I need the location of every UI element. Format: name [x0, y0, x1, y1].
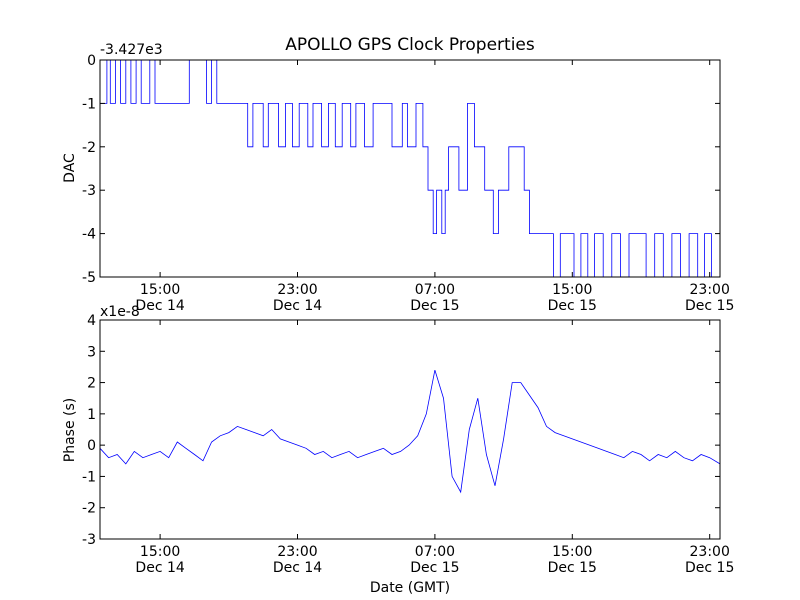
dac-plot-frame — [99, 59, 721, 278]
dac-xtick-time-label: 15:00 — [140, 282, 180, 298]
phase-ytick-label: -2 — [82, 501, 96, 517]
dac-offset-label: -3.427e3 — [100, 42, 163, 58]
phase-ytick-label: 4 — [87, 313, 96, 329]
phase-xtick-time-label: 15:00 — [140, 544, 180, 560]
phase-ytick-layer: 4 3 2 1 0 -1 -2 -3 — [82, 313, 720, 548]
phase-ytick-label: 2 — [87, 376, 96, 392]
phase-xtick-date-label: Dec 15 — [685, 560, 734, 576]
dac-xtick-time-label: 15:00 — [552, 282, 592, 298]
dac-xtick-time-label: 23:00 — [690, 282, 730, 298]
phase-ylabel: Phase (s) — [62, 398, 78, 462]
phase-xtick-date-label: Dec 15 — [548, 560, 597, 576]
phase-ytick-label: 0 — [87, 438, 96, 454]
dac-xtick-date-label: Dec 14 — [135, 298, 184, 314]
phase-xtick-date-label: Dec 14 — [273, 560, 322, 576]
phase-ytick-label: 1 — [87, 407, 96, 423]
phase-plot-frame — [99, 319, 721, 540]
phase-xtick-date-label: Dec 15 — [410, 560, 459, 576]
dac-xtick-date-label: Dec 15 — [685, 298, 734, 314]
phase-xtick-time-label: 23:00 — [277, 544, 317, 560]
dac-ytick-label: -4 — [82, 227, 96, 243]
phase-xtick-time-label: 15:00 — [552, 544, 592, 560]
dac-ylabel: DAC — [62, 153, 78, 183]
chart-xlabel: Date (GMT) — [370, 580, 450, 596]
phase-ytick-label: -3 — [82, 532, 96, 548]
dac-xtick-time-label: 07:00 — [415, 282, 455, 298]
phase-ytick-label: -1 — [82, 469, 96, 485]
dac-xtick-date-label: Dec 15 — [548, 298, 597, 314]
dac-ytick-label: -5 — [82, 270, 96, 286]
dac-xtick-time-label: 23:00 — [277, 282, 317, 298]
phase-xtick-time-label: 23:00 — [690, 544, 730, 560]
dac-xtick-date-label: Dec 14 — [273, 298, 322, 314]
dac-ytick-label: 0 — [87, 53, 96, 69]
phase-offset-label: x1e-8 — [100, 304, 140, 320]
phase-series-line — [99, 369, 721, 494]
phase-xtick-date-label: Dec 14 — [135, 560, 184, 576]
phase-series-layer — [99, 369, 721, 494]
dac-ytick-label: -2 — [82, 140, 96, 156]
chart-title: APOLLO GPS Clock Properties — [285, 35, 535, 55]
dac-ytick-label: -1 — [82, 96, 96, 112]
phase-ytick-label: 3 — [87, 344, 96, 360]
dac-ytick-label: -3 — [82, 183, 96, 199]
dac-xtick-date-label: Dec 15 — [410, 298, 459, 314]
phase-xtick-time-label: 07:00 — [415, 544, 455, 560]
